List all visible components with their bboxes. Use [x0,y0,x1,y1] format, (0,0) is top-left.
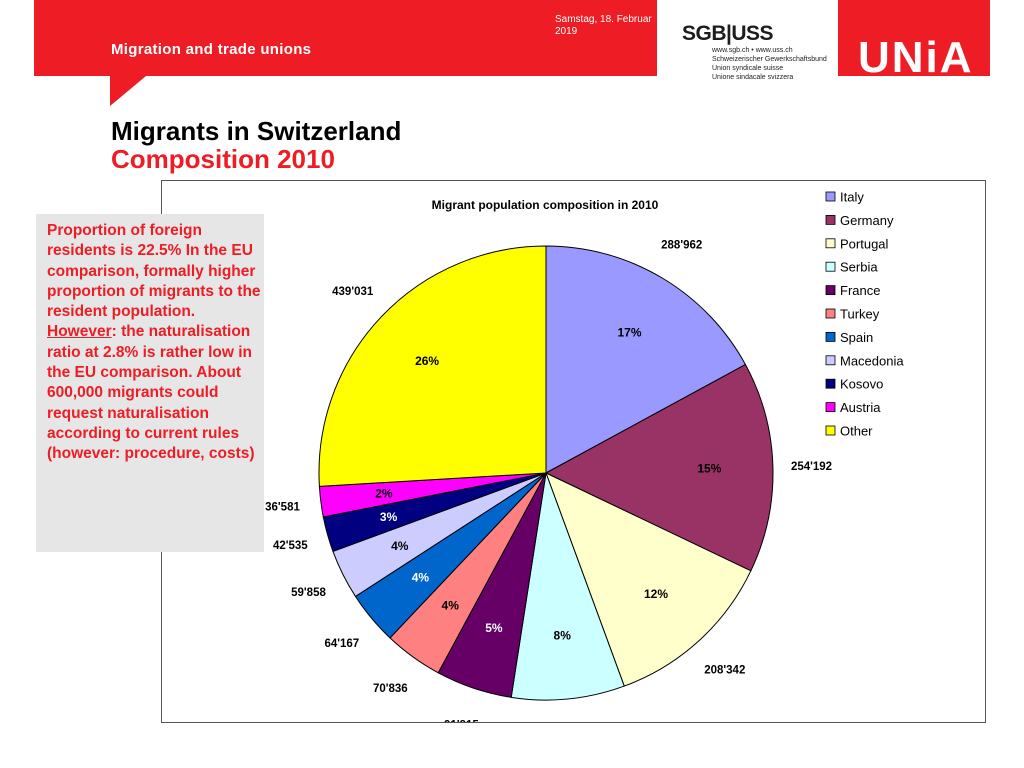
percent-label-france: 5% [485,621,503,635]
legend-label-austria: Austria [840,400,881,415]
percent-label-turkey: 4% [442,598,460,612]
value-label-france: 91'815 [444,720,479,722]
deck-title: Migration and trade unions [111,41,312,58]
percent-label-other: 26% [415,354,439,368]
legend-swatch-austria [825,402,836,413]
sgb-wordmark: SGB|USS [682,22,774,45]
percent-label-austria: 2% [375,487,393,501]
pie-slice-germany [544,363,774,572]
slide-date: Samstag, 18. Februar 2019 [555,14,652,37]
value-label-austria: 36'581 [265,502,300,514]
slide-title: Migrants in Switzerland [111,116,402,146]
chart-title: Migrant population composition in 2010 [432,198,659,212]
legend-swatch-macedonia [825,355,836,366]
legend-label-turkey: Turkey [840,307,880,322]
legend-swatch-germany [825,215,836,225]
callout-however: However [47,323,112,341]
unia-wordmark: UNiA [858,33,974,82]
percent-label-italy: 17% [617,326,641,340]
sgb-subtext: www.sgb.ch • www.uss.ch Schweizerischer … [712,47,827,81]
percent-label-serbia: 8% [554,629,572,643]
pie-slice-italy [545,245,747,474]
slide-subtitle: Composition 2010 [111,144,335,174]
value-label-italy: 288'962 [661,240,702,252]
pie-slice-other [318,245,547,487]
value-label-portugal: 208'342 [704,664,745,676]
legend-label-macedonia: Macedonia [840,353,904,368]
pie-chart: Migrant population composition in 2010 1… [265,190,904,745]
legend-swatch-kosovo [825,378,836,389]
header-banner [34,0,657,76]
legend-swatch-france [825,285,836,295]
legend-label-germany: Germany [840,213,894,228]
sgb-uss-logo [657,0,838,92]
percent-label-macedonia: 4% [391,539,409,553]
legend-swatch-italy [825,191,836,202]
info-callout [36,214,264,552]
legend-label-spain: Spain [840,330,873,345]
value-label-turkey: 70'836 [373,683,408,695]
pie-slice-portugal [545,472,752,687]
legend-swatch-serbia [825,261,836,272]
chart-frame: Migrant population composition in 2010 1… [161,180,986,745]
percent-label-kosovo: 3% [380,510,398,524]
value-label-germany: 254'192 [791,461,832,473]
legend-label-kosovo: Kosovo [840,377,883,392]
chart-legend: Italy Germany Portugal Serbia France Turkey Sp… [825,190,904,439]
legend-label-serbia: Serbia [840,260,878,275]
unia-logo [838,0,990,76]
legend-swatch-portugal [825,238,836,249]
legend-swatch-other [825,425,836,436]
percent-label-germany: 15% [697,462,721,476]
pie-slice-serbia [510,471,625,701]
value-label-spain: 64'167 [324,638,359,650]
legend-label-italy: Italy [840,190,864,205]
callout-text: Proportion of foreign residents is 22.5%… [47,222,261,463]
value-label-other: 439'031 [332,286,374,298]
percent-label-spain: 4% [412,571,430,585]
legend-swatch-spain [825,331,836,342]
legend-label-other: Other [840,424,873,439]
legend-swatch-turkey [825,308,836,319]
percent-label-portugal: 12% [644,587,668,601]
banner-tail [110,76,146,106]
legend-label-france: France [840,283,880,298]
value-label-macedonia: 59'858 [291,587,326,599]
legend-label-portugal: Portugal [840,236,889,251]
value-label-kosovo: 42'535 [273,540,308,552]
